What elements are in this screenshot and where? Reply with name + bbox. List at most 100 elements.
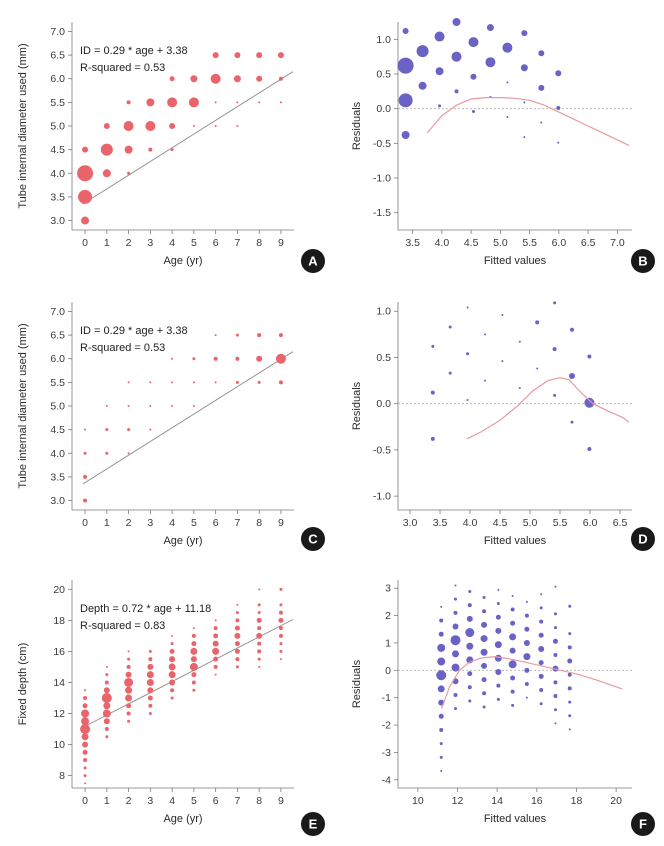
data-point — [192, 688, 196, 692]
residual-point — [468, 589, 472, 593]
data-point — [191, 641, 197, 647]
x-tick-label: 8 — [256, 237, 262, 249]
x-tick-label: 9 — [278, 237, 284, 249]
residual-point — [509, 647, 516, 654]
x-tick-label: 4.5 — [493, 517, 508, 529]
y-tick-label: -1.0 — [373, 491, 391, 503]
data-point — [125, 686, 133, 694]
data-point — [81, 216, 90, 225]
x-tick-label: 1 — [104, 517, 110, 529]
data-point — [82, 749, 88, 755]
x-tick-label: 0 — [82, 237, 88, 249]
data-point — [82, 146, 89, 153]
panel-badge-circle — [631, 527, 655, 551]
residual-point — [539, 606, 543, 610]
residual-point — [510, 675, 516, 681]
data-point — [214, 125, 217, 127]
data-point — [169, 76, 175, 82]
data-point — [103, 123, 110, 129]
x-tick-label: 1 — [104, 795, 110, 807]
data-point — [105, 665, 108, 668]
x-tick-label: 2 — [126, 795, 132, 807]
y-tick-label: 5.5 — [50, 377, 65, 389]
data-point — [149, 405, 152, 407]
data-point — [126, 703, 132, 709]
data-point — [127, 428, 131, 432]
data-point — [192, 125, 195, 127]
data-point — [278, 633, 283, 638]
panel-badge-letter: D — [638, 532, 647, 547]
data-point — [275, 353, 286, 364]
data-point — [127, 452, 130, 455]
panel-badge-letter: A — [308, 254, 318, 269]
y-tick-label: -1 — [382, 692, 391, 704]
residual-point — [467, 671, 473, 677]
y-tick-label: 10 — [53, 739, 65, 751]
data-point — [277, 52, 284, 59]
data-point — [171, 381, 174, 384]
residual-point — [435, 67, 444, 76]
residual-point — [524, 626, 530, 632]
data-point — [236, 125, 239, 127]
panel-badge-e: E — [301, 812, 325, 836]
residual-point — [454, 584, 457, 587]
data-point — [127, 405, 130, 407]
data-point — [124, 145, 133, 154]
x-tick-label: 3.5 — [433, 517, 448, 529]
data-point — [191, 680, 196, 685]
residual-point — [451, 51, 462, 62]
residual-point — [448, 371, 452, 375]
data-point — [214, 101, 217, 104]
residual-point — [398, 93, 413, 108]
residual-point — [525, 696, 528, 699]
x-axis-label: Fitted values — [484, 535, 547, 547]
data-point — [234, 625, 240, 631]
y-tick-label: 12 — [53, 708, 65, 720]
y-tick-label: 3.0 — [50, 215, 65, 227]
data-point — [167, 97, 178, 108]
residual-point — [486, 24, 494, 32]
data-point — [83, 758, 88, 763]
data-point — [279, 649, 283, 653]
data-point — [127, 657, 131, 661]
x-tick-label: 9 — [278, 795, 284, 807]
data-point — [148, 703, 153, 708]
data-point — [235, 333, 239, 337]
residual-point — [470, 73, 477, 80]
residual-point — [452, 18, 461, 26]
x-tick-label: 4 — [169, 237, 175, 249]
residual-point — [418, 81, 427, 90]
residual-point — [524, 682, 529, 686]
loess-smooth-curve — [426, 97, 630, 146]
residual-point — [538, 660, 544, 666]
residual-point — [568, 632, 572, 636]
data-point — [257, 649, 262, 654]
residual-point — [468, 699, 472, 703]
data-point — [170, 642, 174, 646]
data-point — [105, 673, 109, 677]
residual-point — [555, 70, 562, 77]
y-tick-label: 14 — [53, 677, 65, 689]
y-tick-label: 2 — [385, 610, 391, 622]
panel-badge-letter: F — [639, 817, 647, 832]
x-tick-label: 4.5 — [464, 237, 479, 249]
y-tick-label: 16 — [53, 646, 65, 658]
data-point — [148, 147, 153, 152]
data-point — [127, 719, 131, 723]
residual-point — [524, 667, 530, 673]
data-point — [190, 656, 197, 663]
residual-point — [481, 677, 487, 683]
data-point — [102, 169, 111, 178]
residual-point — [437, 643, 446, 652]
data-point — [149, 428, 152, 431]
residual-point — [482, 691, 487, 696]
residual-point — [481, 662, 488, 669]
residual-point — [518, 386, 521, 389]
residual-point — [467, 685, 472, 690]
data-point — [170, 696, 174, 700]
x-tick-label: 3.5 — [405, 237, 420, 249]
data-point — [82, 741, 89, 748]
data-point — [126, 100, 131, 105]
x-tick-label: 14 — [491, 795, 503, 807]
residual-point — [523, 101, 526, 104]
